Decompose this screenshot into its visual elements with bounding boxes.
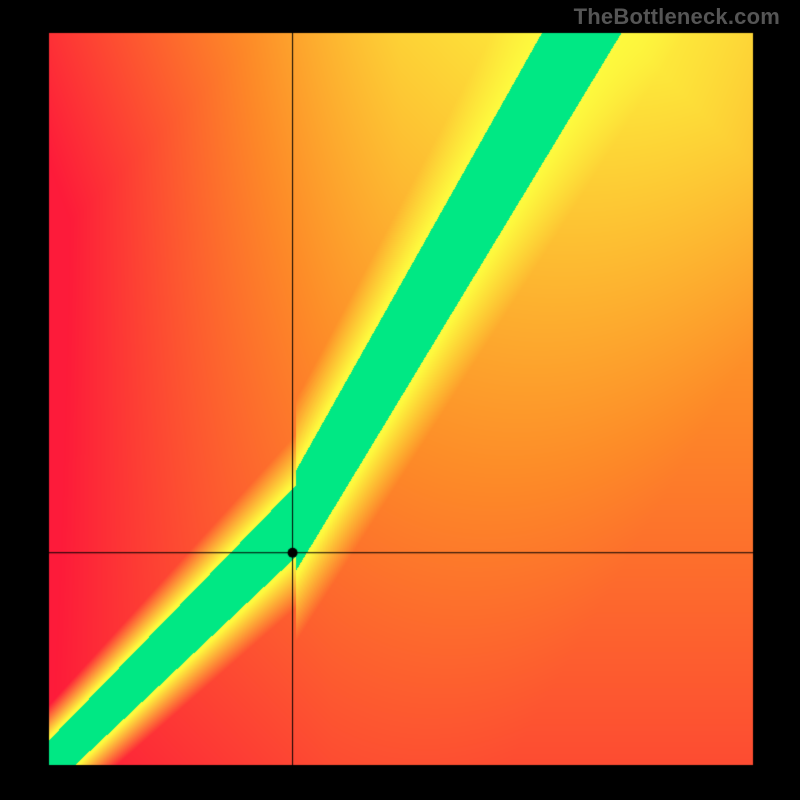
chart-container: TheBottleneck.com xyxy=(0,0,800,800)
watermark-text: TheBottleneck.com xyxy=(574,4,780,30)
bottleneck-heatmap-canvas xyxy=(0,0,800,800)
